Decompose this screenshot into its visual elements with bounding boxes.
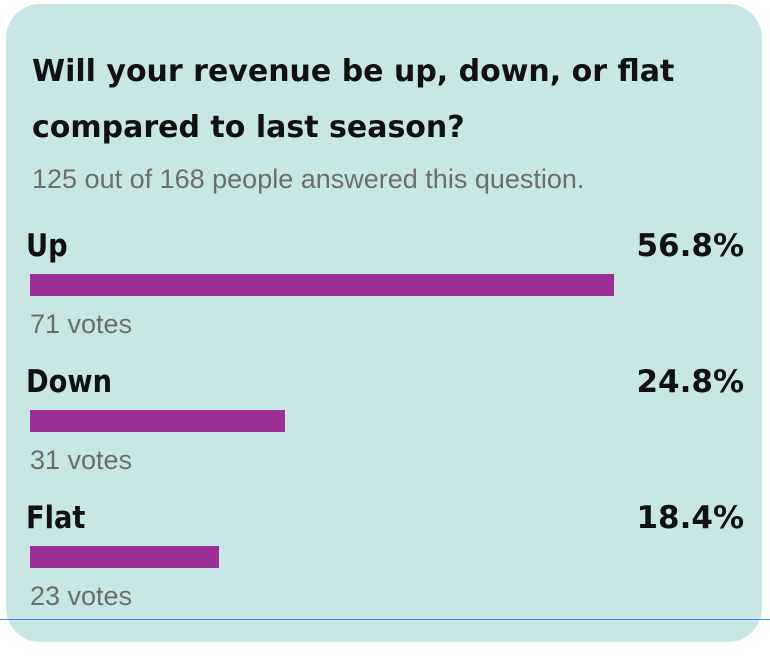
option-percent: 24.8%	[636, 364, 744, 400]
option-bar-track	[30, 274, 750, 296]
option-label: Down	[26, 364, 113, 400]
option-bar-down	[30, 410, 285, 432]
poll-card: Will your revenue be up, down, or flat c…	[6, 4, 762, 642]
option-label: Flat	[26, 500, 86, 536]
option-votes: 23 votes	[30, 581, 133, 611]
option-percent: 18.4%	[636, 500, 744, 536]
option-bar-flat	[30, 546, 219, 568]
poll-question: Will your revenue be up, down, or flat c…	[32, 54, 675, 145]
option-votes: 71 votes	[30, 309, 133, 339]
option-percent: 56.8%	[636, 228, 744, 264]
poll-option-down: Down 24.8% 31 votes	[6, 360, 762, 490]
bottom-divider	[0, 619, 770, 620]
poll-option-flat: Flat 18.4% 23 votes	[6, 496, 762, 626]
option-label: Up	[26, 228, 68, 264]
option-bar-up	[30, 274, 614, 296]
poll-option-up: Up 56.8% 71 votes	[6, 224, 762, 354]
poll-response-count: 125 out of 168 people answered this ques…	[32, 164, 585, 194]
option-votes: 31 votes	[30, 445, 133, 475]
option-bar-track	[30, 546, 750, 568]
option-bar-track	[30, 410, 750, 432]
